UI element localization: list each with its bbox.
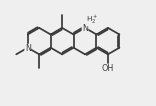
Text: H: H (87, 14, 93, 23)
Text: N: N (25, 44, 31, 53)
Text: +: + (91, 14, 96, 19)
Text: $\mathregular{H_2^+}$: $\mathregular{H_2^+}$ (86, 14, 99, 26)
Text: N: N (82, 24, 88, 33)
Text: OH: OH (102, 64, 114, 73)
